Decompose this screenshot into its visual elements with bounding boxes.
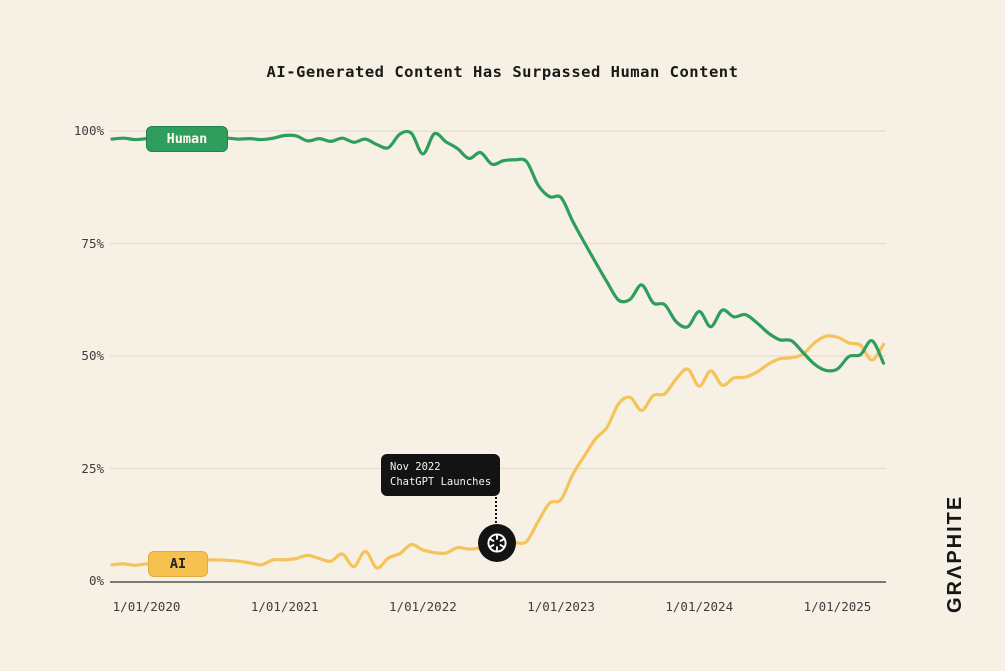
y-tick-label: 0% — [88, 573, 104, 588]
x-tick-label: 1/01/2022 — [389, 599, 457, 614]
y-tick-label: 25% — [81, 460, 104, 476]
chart-title: AI-Generated Content Has Surpassed Human… — [266, 63, 739, 81]
y-tick-label: 75% — [81, 235, 104, 251]
annotation-text: ChatGPT Launches — [390, 476, 492, 489]
gridlines — [110, 130, 886, 583]
ai-series-badge: AI — [148, 551, 208, 577]
graphite-logo: GRΛPHITE — [944, 494, 966, 613]
x-tick-label: 1/01/2024 — [665, 599, 734, 614]
x-tick-label: 1/01/2020 — [112, 599, 181, 614]
human-series-label: Human — [166, 131, 208, 147]
y-tick-label: 100% — [73, 123, 104, 138]
openai-logo-icon — [487, 533, 507, 553]
x-tick-label: 1/01/2025 — [803, 599, 872, 614]
chatgpt-launch-marker — [478, 524, 516, 562]
human-series-badge: Human — [146, 126, 228, 152]
annotation-connector — [495, 497, 497, 523]
x-tick-label: 1/01/2023 — [527, 599, 595, 614]
annotation-date: Nov 2022 — [390, 461, 441, 473]
y-tick-label: 50% — [81, 348, 104, 363]
ai-series-label: AI — [169, 556, 187, 572]
x-tick-label: 1/01/2021 — [250, 599, 319, 614]
human-line — [110, 129, 886, 373]
annotation-tooltip: Nov 2022 ChatGPT Launches — [381, 454, 501, 497]
